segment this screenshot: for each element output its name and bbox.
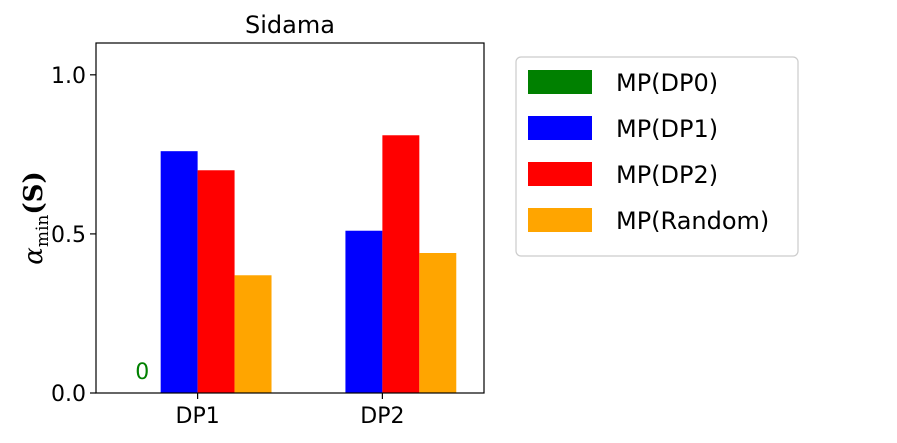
legend-swatch <box>528 116 592 140</box>
legend: MP(DP0) MP(DP1) MP(DP2) MP(Random) <box>515 56 799 257</box>
bar-mp-random-dp1 <box>234 275 272 393</box>
plot-frame <box>95 42 485 394</box>
bar-mp-dp2-dp1 <box>197 170 235 393</box>
bar-mp-dp2-dp2 <box>382 135 420 393</box>
plot-area: 0 <box>135 135 457 393</box>
x-tick-label: DP1 <box>176 404 220 429</box>
chart-title: Sidama <box>245 11 335 39</box>
legend-label: MP(DP0) <box>616 69 718 97</box>
y-axis-label-base: α <box>19 247 49 265</box>
y-tick-label: 0.5 <box>51 223 86 248</box>
legend-swatch <box>528 70 592 94</box>
legend-frame <box>515 56 799 257</box>
y-axis-label: αmin(S) <box>19 171 53 264</box>
bar-mp-random-dp2 <box>419 253 457 393</box>
legend-label: MP(Random) <box>616 207 769 235</box>
y-axis: 0.0 0.5 1.0 <box>51 64 96 407</box>
bar-mp-dp1-dp2 <box>345 230 383 393</box>
legend-swatch <box>528 162 592 186</box>
y-axis-label-sub: min <box>33 215 53 248</box>
legend-swatch <box>528 208 592 232</box>
x-tick-label: DP2 <box>360 404 404 429</box>
legend-label: MP(DP2) <box>616 161 718 189</box>
y-tick-label: 1.0 <box>51 64 86 89</box>
x-axis: DP1 DP2 <box>176 393 404 429</box>
y-tick-label: 0.0 <box>51 382 86 407</box>
bar-mp-dp1-dp1 <box>160 151 198 393</box>
legend-label: MP(DP1) <box>616 115 718 143</box>
bar-value-label: 0 <box>135 360 149 385</box>
y-axis-label-arg: (S) <box>19 171 49 214</box>
